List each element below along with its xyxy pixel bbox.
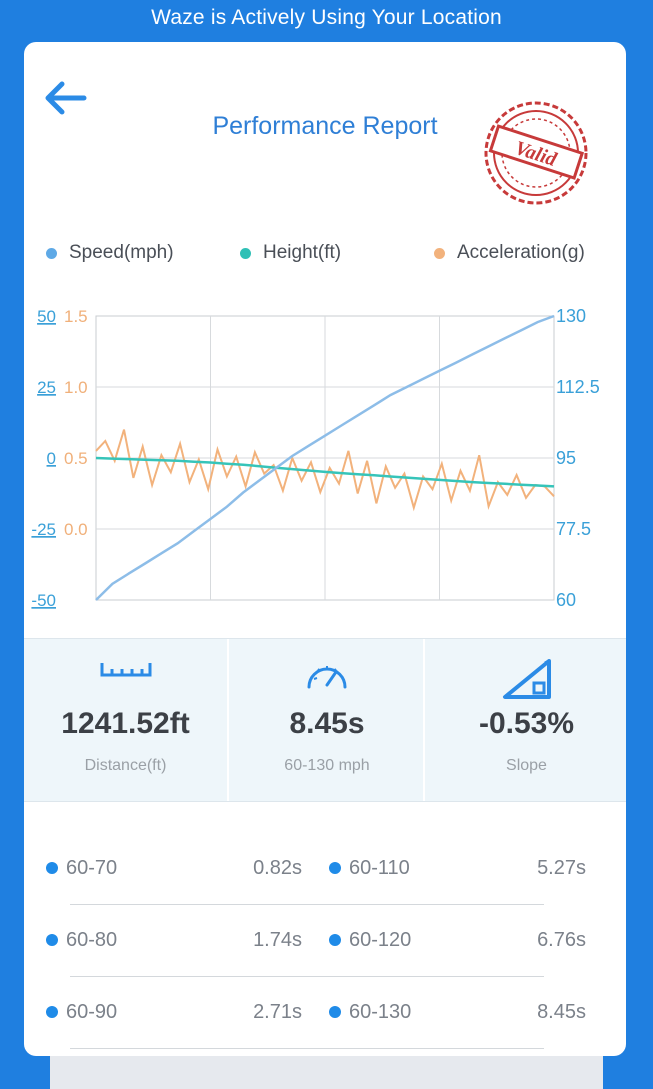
split-item: 60-70	[46, 832, 117, 904]
split-row: 60-90 2.71s 60-130 8.45s	[24, 976, 626, 1048]
legend-item-speed: Speed(mph)	[46, 242, 174, 264]
split-row: 60-80 1.74s 60-120 6.76s	[24, 904, 626, 976]
bullet-icon	[329, 934, 341, 946]
split-item: 60-130	[329, 976, 411, 1048]
slope-value: -0.53%	[478, 707, 575, 740]
split-time: 5.27s	[537, 857, 586, 879]
split-time: 0.82s	[253, 857, 302, 879]
chart-series	[95, 314, 555, 601]
distance-value: 1241.52ft	[61, 707, 190, 740]
slope-stat: -0.53% Slope	[423, 639, 626, 801]
split-row: 60-70 0.82s 60-110 5.27s	[24, 832, 626, 904]
acceleration-axis-tick-label: 1.5	[64, 307, 88, 326]
bullet-icon	[46, 862, 58, 874]
speed-axis-tick-label: 95	[556, 448, 576, 468]
speed-axis-tick-label: 112.5	[556, 377, 600, 397]
row-divider	[70, 976, 544, 977]
speed-legend-dot-icon	[46, 247, 57, 259]
height-axis-tick-label: -50	[31, 591, 56, 610]
split-range: 60-130	[349, 1000, 412, 1023]
split-time: 2.71s	[253, 1001, 302, 1023]
chart-legend: Speed(mph) Height(ft) Acceleration(g)	[24, 242, 626, 272]
back-button[interactable]	[40, 78, 90, 118]
height-axis-tick-label: 50	[37, 307, 56, 326]
legend-label: Speed(mph)	[69, 242, 174, 263]
height-axis-tick-label: 25	[37, 378, 56, 397]
speed-axis-tick-label: 77.5	[556, 519, 591, 539]
stats-panel: 1241.52ft Distance(ft) 8.45s 60-130 mph …	[24, 638, 626, 802]
split-time: 8.45s	[537, 1001, 586, 1023]
status-bar-text: Waze is Actively Using Your Location	[151, 6, 502, 29]
bullet-icon	[46, 1006, 58, 1018]
ruler-icon	[100, 663, 151, 677]
split-item: 60-120	[329, 904, 411, 976]
split-item: 60-90	[46, 976, 117, 1048]
bullet-icon	[329, 1006, 341, 1018]
speed-axis-tick-label: 130	[556, 306, 586, 326]
stacked-card-shadow	[50, 1056, 603, 1089]
acceleration-series-line	[95, 429, 555, 512]
row-divider	[70, 1048, 544, 1049]
status-bar: Waze is Actively Using Your Location	[0, 0, 653, 36]
slope-label: Slope	[506, 757, 547, 774]
performance-report-card: Performance Report Valid Speed(mph) Heig…	[24, 42, 626, 1056]
distance-stat: 1241.52ft Distance(ft)	[24, 639, 227, 801]
legend-label: Acceleration(g)	[457, 242, 585, 263]
acceleration-axis-tick-label: 0.5	[64, 449, 88, 468]
speed-series-line	[95, 314, 555, 601]
speed-axis-tick-label: 60	[556, 590, 576, 610]
bullet-icon	[329, 862, 341, 874]
height-legend-dot-icon	[240, 247, 251, 259]
acceleration-axis-tick-label: 0.0	[64, 520, 88, 539]
valid-stamp-icon: Valid	[484, 101, 588, 205]
page-title: Performance Report	[212, 112, 438, 140]
split-range: 60-70	[66, 856, 118, 879]
split-range: 60-90	[66, 1000, 118, 1023]
slope-icon	[502, 659, 551, 699]
time-value: 8.45s	[289, 707, 365, 740]
split-range: 60-120	[349, 928, 412, 951]
height-axis-tick-label: -25	[31, 520, 56, 539]
chart-ticks: 50 25 0 -25 -50 1.5 1.0 0.5 0.0 130 112.5 95 77.5 60	[31, 306, 599, 610]
time-label: 60-130 mph	[284, 757, 370, 774]
split-item: 60-80	[46, 904, 117, 976]
acceleration-axis-tick-label: 1.0	[64, 378, 88, 397]
split-time: 6.76s	[537, 929, 586, 951]
acceleration-legend-dot-icon	[434, 247, 445, 259]
distance-label: Distance(ft)	[84, 757, 167, 774]
split-item: 60-110	[329, 832, 410, 904]
row-divider	[70, 904, 544, 905]
speedometer-icon	[307, 666, 347, 689]
legend-label: Height(ft)	[263, 242, 342, 263]
legend-item-height: Height(ft)	[240, 242, 341, 264]
legend-item-acceleration: Acceleration(g)	[434, 242, 585, 264]
split-time: 1.74s	[253, 929, 302, 951]
split-range: 60-80	[66, 928, 118, 951]
split-range: 60-110	[349, 856, 410, 879]
bullet-icon	[46, 934, 58, 946]
height-series-line	[95, 456, 555, 488]
back-arrow-icon	[45, 81, 87, 115]
chart-grid	[95, 315, 555, 601]
time-stat: 8.45s 60-130 mph	[227, 639, 425, 801]
performance-chart: 50 25 0 -25 -50 1.5 1.0 0.5 0.0 130 112.5 95 77.5 60	[31, 306, 599, 610]
height-axis-tick-label: 0	[47, 449, 56, 468]
